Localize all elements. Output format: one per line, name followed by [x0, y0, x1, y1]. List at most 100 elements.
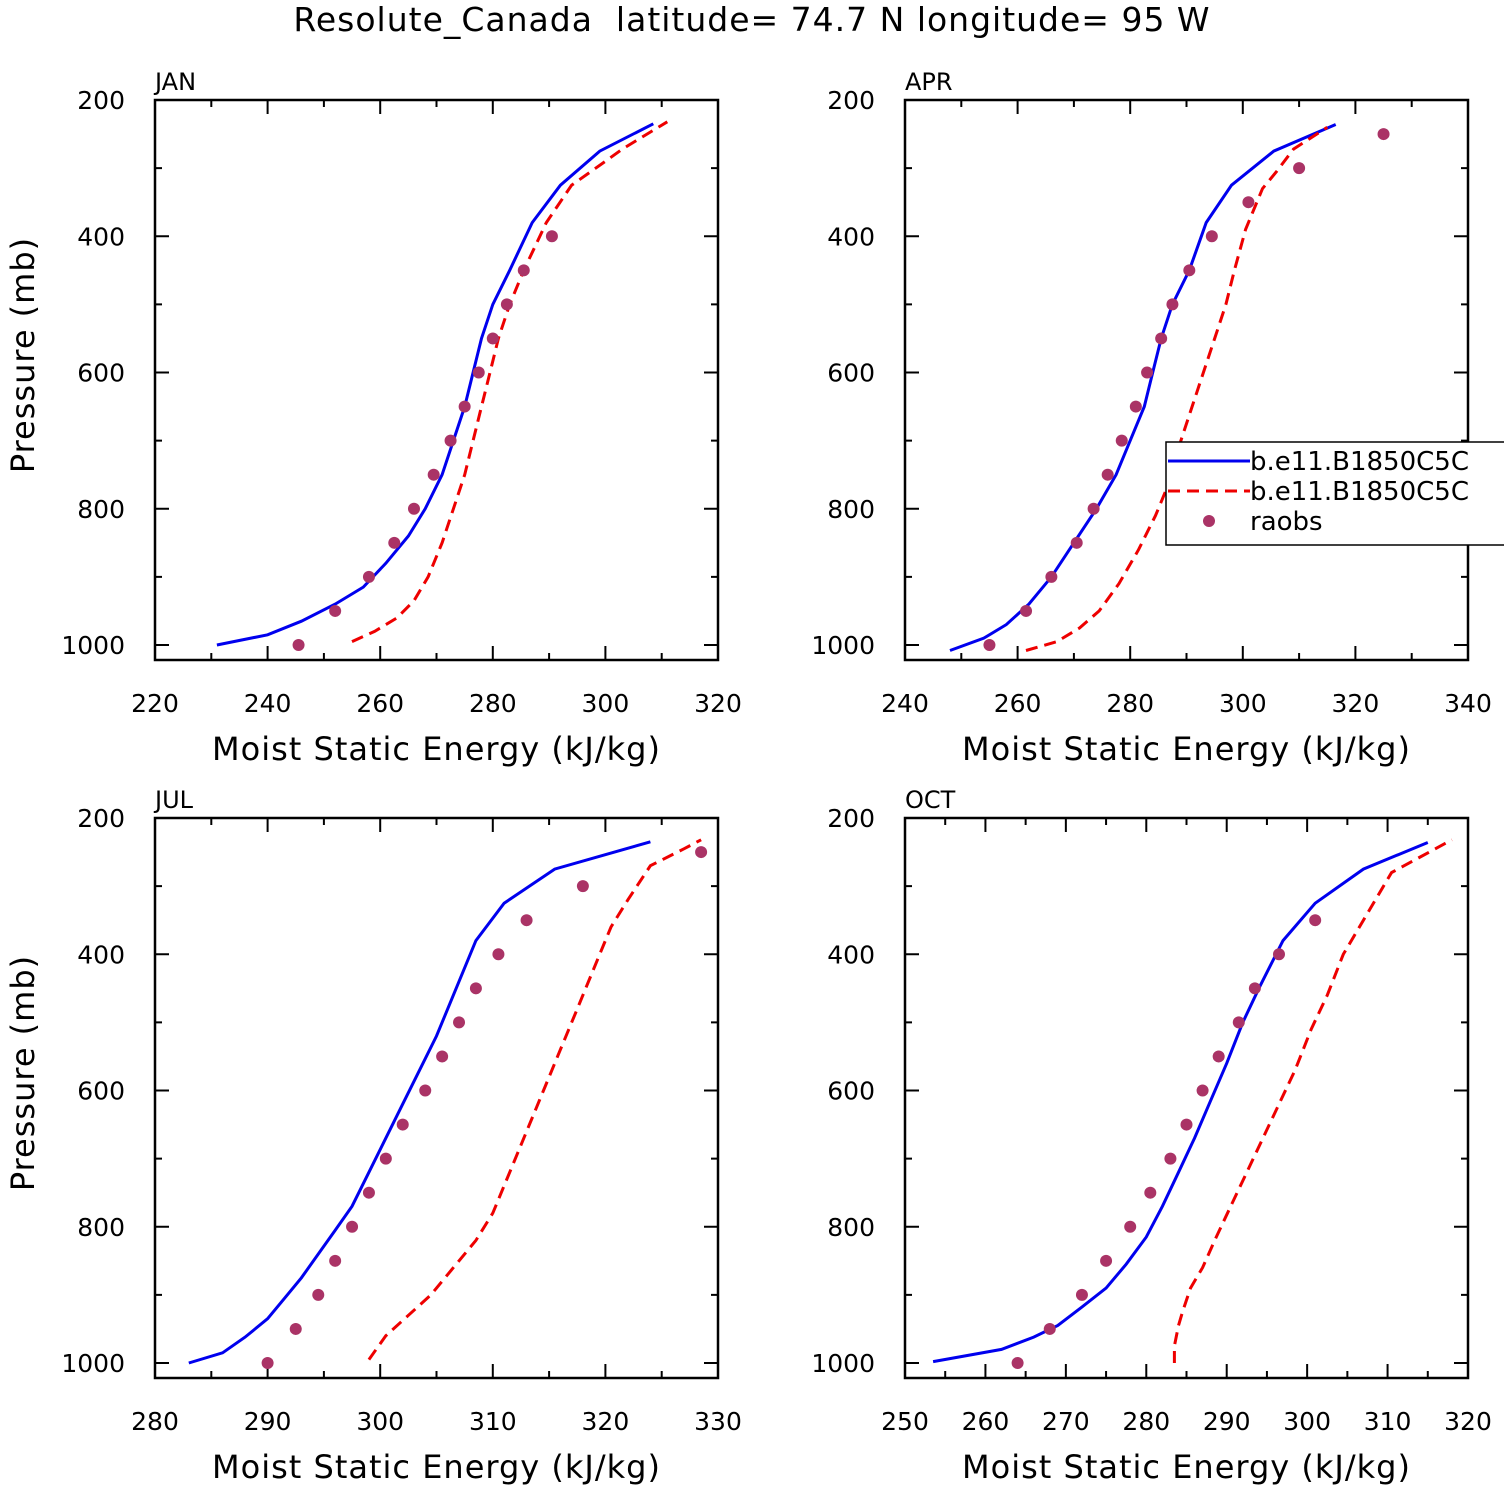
x-axis-label: Moist Static Energy (kJ/kg)	[962, 730, 1411, 768]
raobs-point	[1087, 502, 1100, 515]
x-tick-label: 320	[1444, 1407, 1492, 1436]
x-tick-label: 240	[244, 689, 292, 718]
x-tick-label: 330	[694, 1407, 742, 1436]
y-tick-label: 1000	[811, 631, 875, 660]
x-axis-label: Moist Static Energy (kJ/kg)	[212, 730, 661, 768]
raobs-point	[1124, 1220, 1137, 1233]
y-tick-label: 800	[827, 495, 875, 524]
y-tick-label: 200	[827, 804, 875, 833]
raobs-point	[436, 1050, 449, 1063]
plot-frame	[153, 816, 720, 1380]
plot-frame	[903, 816, 1470, 1380]
raobs-point	[1248, 982, 1261, 995]
raobs-point	[362, 1186, 375, 1199]
legend-label: b.e11.B1850C5C	[1250, 447, 1469, 477]
legend-label: b.e11.B1850C5C	[1250, 477, 1469, 507]
raobs-point	[486, 332, 499, 345]
raobs-point	[329, 1254, 342, 1267]
raobs-point	[1155, 332, 1168, 345]
x-tick-label: 290	[1203, 1407, 1251, 1436]
raobs-point	[261, 1357, 274, 1369]
raobs-point	[983, 639, 996, 651]
x-tick-label: 220	[131, 689, 179, 718]
x-axis-label: Moist Static Energy (kJ/kg)	[212, 1448, 661, 1486]
plot-frame	[153, 98, 720, 662]
y-tick-label: 600	[827, 359, 875, 388]
y-tick-label: 800	[827, 1213, 875, 1242]
y-tick-label: 800	[77, 495, 125, 524]
panel-jul: JUL 280 290 300 310 320 330 200 400 600 800 1000 Moi…	[4, 786, 742, 1486]
raobs-point	[419, 1084, 432, 1097]
raobs-point	[1129, 400, 1142, 413]
raobs-point	[407, 502, 420, 515]
x-tick-label: 290	[244, 1407, 292, 1436]
raobs-point	[492, 948, 505, 961]
x-tick-label: 240	[881, 689, 929, 718]
raobs-point	[472, 366, 485, 379]
raobs-point	[346, 1220, 359, 1233]
model2-line	[367, 838, 702, 1361]
x-tick-label: 300	[1283, 1407, 1331, 1436]
raobs-point	[1196, 1084, 1209, 1097]
raobs-point	[1011, 1357, 1024, 1369]
plot-frame	[903, 98, 1470, 662]
raobs-point	[545, 230, 558, 243]
raobs-point	[312, 1288, 325, 1301]
raobs-point	[427, 468, 440, 481]
raobs-point	[1377, 128, 1390, 141]
x-tick-label: 340	[1444, 689, 1492, 718]
chart-title: Resolute_Canada latitude= 74.7 N longitu…	[293, 0, 1211, 39]
raobs-point	[1045, 570, 1058, 583]
raobs-point	[396, 1118, 409, 1131]
legend-box	[1165, 441, 1504, 546]
x-tick-label: 260	[994, 689, 1042, 718]
raobs-point	[292, 639, 305, 651]
raobs-point	[388, 536, 401, 549]
raobs-point	[576, 880, 589, 893]
raobs-point	[1101, 468, 1114, 481]
raobs-point	[1180, 1118, 1193, 1131]
raobs-point	[289, 1322, 302, 1335]
x-tick-label: 270	[1042, 1407, 1090, 1436]
x-tick-label: 310	[1364, 1407, 1412, 1436]
raobs-point	[1020, 604, 1033, 617]
raobs-point	[1164, 1152, 1177, 1165]
raobs-point	[362, 570, 375, 583]
y-axis-label: Pressure (mb)	[4, 955, 42, 1191]
panel-apr: APR 240 260 280 300 320 340 200 400 600 800 1000 Moi…	[811, 68, 1491, 768]
x-tick-label: 320	[1332, 689, 1380, 718]
panel-label: OCT	[905, 786, 956, 814]
raobs-point	[379, 1152, 392, 1165]
raobs-point	[1070, 536, 1083, 549]
model2-line	[1172, 838, 1453, 1363]
legend-marker	[1203, 515, 1215, 527]
y-tick-label: 1000	[61, 631, 125, 660]
x-tick-label: 280	[131, 1407, 179, 1436]
x-tick-label: 310	[469, 1407, 517, 1436]
raobs-point	[444, 434, 457, 447]
y-axis-label: Pressure (mb)	[4, 237, 42, 473]
panel-oct: OCT 250 260 270 280 290 300 310 320 200 400 600 800 1…	[811, 786, 1491, 1486]
x-axis-label: Moist Static Energy (kJ/kg)	[962, 1448, 1411, 1486]
model1-line	[949, 123, 1337, 652]
y-tick-label: 200	[827, 86, 875, 115]
raobs-point	[1212, 1050, 1225, 1063]
x-tick-label: 250	[881, 1407, 929, 1436]
panel-label: JAN	[153, 68, 196, 96]
x-tick-label: 320	[582, 1407, 630, 1436]
legend-label: raobs	[1250, 507, 1323, 537]
raobs-point	[1242, 196, 1255, 209]
y-tick-label: 400	[77, 940, 125, 969]
raobs-point	[458, 400, 471, 413]
panel-label: JUL	[153, 786, 194, 814]
raobs-point	[520, 914, 533, 927]
raobs-point	[1205, 230, 1218, 243]
y-tick-label: 600	[77, 1077, 125, 1106]
model1-line	[932, 841, 1429, 1364]
y-tick-label: 600	[77, 359, 125, 388]
raobs-point	[1183, 264, 1196, 277]
y-tick-label: 200	[77, 86, 125, 115]
y-tick-label: 1000	[811, 1349, 875, 1378]
x-tick-label: 280	[469, 689, 517, 718]
